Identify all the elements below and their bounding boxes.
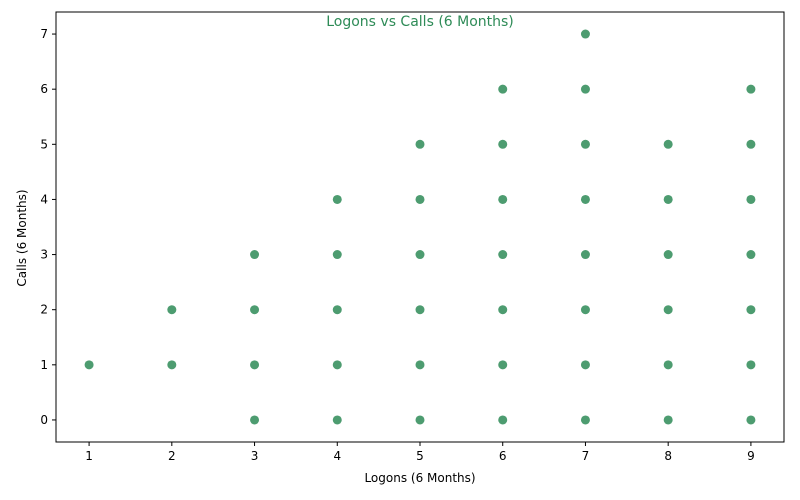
scatter-point bbox=[746, 139, 756, 149]
scatter-point bbox=[332, 305, 342, 315]
x-tick-label: 8 bbox=[664, 449, 672, 463]
scatter-point bbox=[580, 29, 590, 39]
scatter-point bbox=[498, 194, 508, 204]
scatter-point bbox=[415, 415, 425, 425]
scatter-point bbox=[746, 360, 756, 370]
scatter-point bbox=[746, 305, 756, 315]
y-tick-label: 3 bbox=[40, 248, 48, 262]
y-tick-label: 7 bbox=[40, 27, 48, 41]
y-tick-label: 4 bbox=[40, 192, 48, 206]
scatter-point bbox=[746, 415, 756, 425]
scatter-point bbox=[663, 360, 673, 370]
scatter-point bbox=[580, 360, 590, 370]
scatter-point bbox=[415, 360, 425, 370]
y-axis-label: Calls (6 Months) bbox=[15, 189, 29, 286]
y-tick-label: 5 bbox=[40, 137, 48, 151]
scatter-point bbox=[663, 415, 673, 425]
x-tick-label: 5 bbox=[416, 449, 424, 463]
scatter-point bbox=[580, 194, 590, 204]
scatter-point bbox=[332, 250, 342, 260]
x-tick-label: 2 bbox=[168, 449, 176, 463]
scatter-point bbox=[663, 139, 673, 149]
scatter-point bbox=[746, 194, 756, 204]
y-tick-label: 2 bbox=[40, 303, 48, 317]
x-tick-label: 6 bbox=[499, 449, 507, 463]
scatter-point bbox=[498, 139, 508, 149]
scatter-point bbox=[167, 305, 177, 315]
scatter-point bbox=[663, 250, 673, 260]
scatter-point bbox=[250, 415, 260, 425]
scatter-point bbox=[746, 250, 756, 260]
scatter-point bbox=[415, 305, 425, 315]
scatter-point bbox=[415, 250, 425, 260]
scatter-point bbox=[332, 415, 342, 425]
x-tick-label: 9 bbox=[747, 449, 755, 463]
y-tick-label: 0 bbox=[40, 413, 48, 427]
x-axis-label: Logons (6 Months) bbox=[364, 471, 475, 485]
y-tick-label: 1 bbox=[40, 358, 48, 372]
scatter-point bbox=[250, 305, 260, 315]
x-tick-label: 4 bbox=[333, 449, 341, 463]
scatter-point bbox=[498, 305, 508, 315]
scatter-point bbox=[250, 360, 260, 370]
points-layer bbox=[84, 29, 756, 425]
y-axis-ticks: 0 1 2 3 4 5 6 7 bbox=[40, 27, 56, 427]
scatter-point bbox=[332, 360, 342, 370]
scatter-point bbox=[746, 84, 756, 94]
x-tick-label: 7 bbox=[582, 449, 590, 463]
scatter-point bbox=[498, 84, 508, 94]
scatter-point bbox=[580, 415, 590, 425]
y-tick-label: 6 bbox=[40, 82, 48, 96]
x-axis-ticks: 1 2 3 4 5 6 7 8 9 bbox=[85, 442, 755, 463]
scatter-point bbox=[580, 84, 590, 94]
chart-title: Logons vs Calls (6 Months) bbox=[326, 14, 514, 30]
x-tick-label: 3 bbox=[251, 449, 259, 463]
scatter-point bbox=[580, 305, 590, 315]
scatter-point bbox=[415, 194, 425, 204]
scatter-point bbox=[250, 250, 260, 260]
scatter-point bbox=[580, 139, 590, 149]
scatter-point bbox=[332, 194, 342, 204]
scatter-point bbox=[498, 415, 508, 425]
scatter-point bbox=[498, 360, 508, 370]
scatter-point bbox=[663, 194, 673, 204]
scatter-point bbox=[663, 305, 673, 315]
scatter-point bbox=[498, 250, 508, 260]
scatter-point bbox=[167, 360, 177, 370]
x-tick-label: 1 bbox=[85, 449, 93, 463]
scatter-point bbox=[84, 360, 94, 370]
scatter-point bbox=[415, 139, 425, 149]
scatter-point bbox=[580, 250, 590, 260]
plot-frame bbox=[55, 11, 785, 443]
